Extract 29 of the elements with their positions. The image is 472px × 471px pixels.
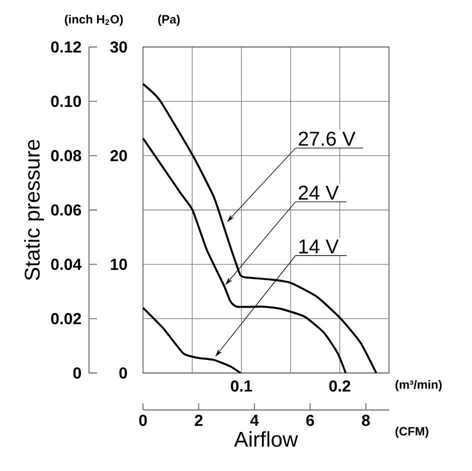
y-tick-label: 0 xyxy=(119,367,127,379)
y-tick-label: 30 xyxy=(110,41,127,53)
x-axis-title: Airflow xyxy=(234,431,298,447)
y2-tick-label: 0.06 xyxy=(51,204,82,216)
y2-tick-label: 0.08 xyxy=(51,150,82,162)
x2-tick-label: 4 xyxy=(250,414,259,426)
x-tick-label: 0.1 xyxy=(230,380,252,392)
y-tick-label: 20 xyxy=(110,150,127,162)
y2-tick-label: 0.02 xyxy=(51,312,81,324)
x2-tick-label: 0 xyxy=(139,414,147,426)
line-series xyxy=(142,82,378,374)
annotation: 27.6 V xyxy=(298,132,356,146)
y2-tick-label: 0.10 xyxy=(51,96,81,107)
y2-tick-label: 0.04 xyxy=(51,258,82,270)
y2-tick-label: 0.12 xyxy=(51,41,81,53)
text: (CFM) xyxy=(396,426,428,438)
line-series xyxy=(142,306,242,374)
y-tick-label: 10 xyxy=(110,258,127,270)
text: (Pa) xyxy=(158,14,180,26)
annotation: 24 V xyxy=(298,186,339,200)
x2-tick-label: 6 xyxy=(306,414,314,426)
text: (m³/min) xyxy=(396,380,442,392)
y2-tick-label: 0 xyxy=(73,367,81,379)
text: (inch H$_{2}$O) xyxy=(64,14,123,26)
annotation: 14 V xyxy=(299,240,339,254)
x2-tick-label: 2 xyxy=(194,414,203,426)
x-tick-label: 0.2 xyxy=(329,380,350,392)
y2-axis-title: Static pressure xyxy=(24,140,44,280)
x2-tick-label: 8 xyxy=(362,414,370,426)
